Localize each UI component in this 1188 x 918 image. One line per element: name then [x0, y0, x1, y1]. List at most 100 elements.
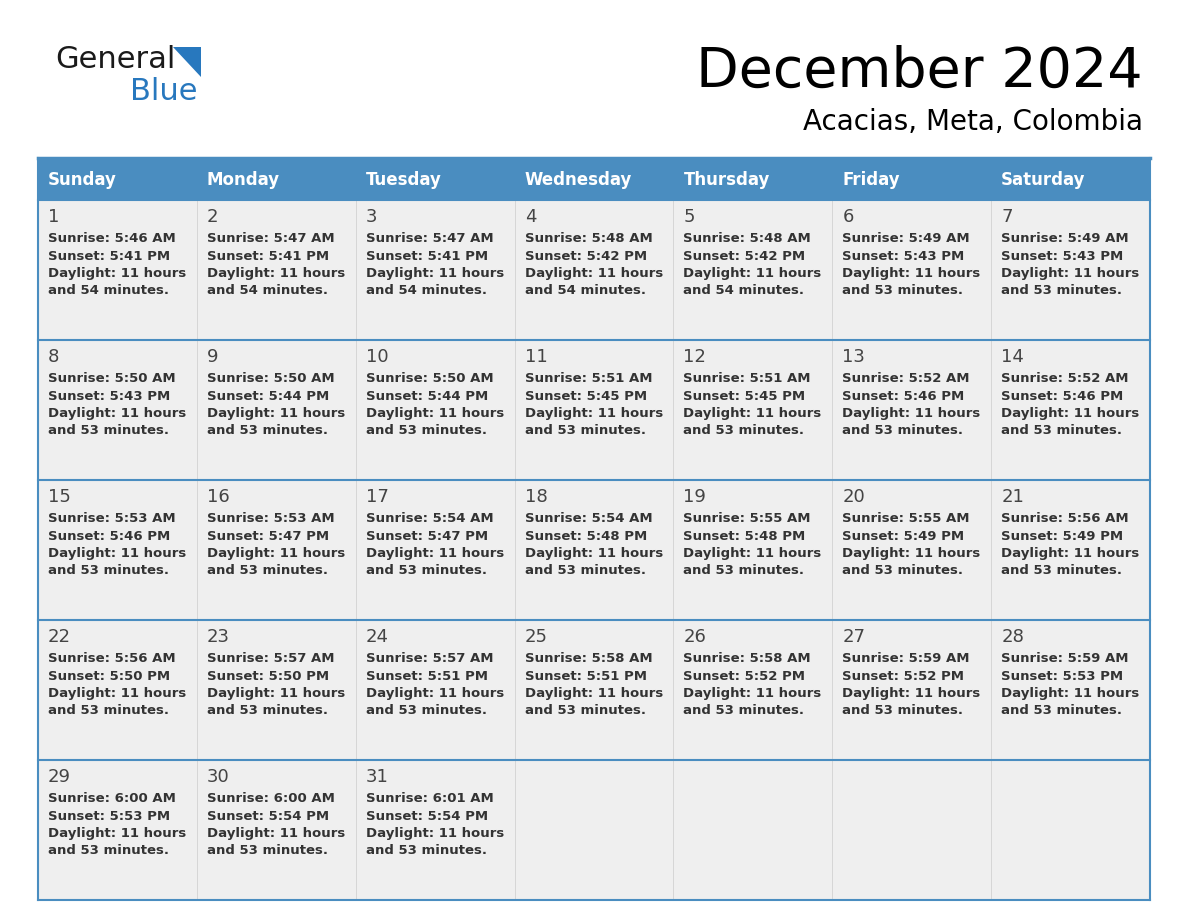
Text: Sunset: 5:52 PM: Sunset: 5:52 PM — [842, 669, 965, 682]
Text: and 53 minutes.: and 53 minutes. — [207, 565, 328, 577]
Text: Sunset: 5:48 PM: Sunset: 5:48 PM — [683, 530, 805, 543]
Text: Sunrise: 5:47 AM: Sunrise: 5:47 AM — [366, 232, 493, 245]
Text: and 53 minutes.: and 53 minutes. — [207, 704, 328, 718]
Text: Tuesday: Tuesday — [366, 171, 442, 189]
Text: Blue: Blue — [129, 77, 197, 106]
Text: and 53 minutes.: and 53 minutes. — [48, 704, 169, 718]
Text: Sunrise: 5:52 AM: Sunrise: 5:52 AM — [1001, 372, 1129, 385]
Bar — [514, 760, 674, 900]
Text: General: General — [55, 45, 176, 74]
Text: and 54 minutes.: and 54 minutes. — [207, 285, 328, 297]
Bar — [197, 620, 355, 760]
Bar — [674, 200, 833, 340]
Text: and 54 minutes.: and 54 minutes. — [525, 285, 645, 297]
Text: Sunrise: 5:54 AM: Sunrise: 5:54 AM — [525, 512, 652, 525]
Text: Sunrise: 6:00 AM: Sunrise: 6:00 AM — [207, 792, 335, 805]
Text: Sunrise: 5:51 AM: Sunrise: 5:51 AM — [683, 372, 811, 385]
Text: 12: 12 — [683, 348, 707, 366]
Text: Sunrise: 5:58 AM: Sunrise: 5:58 AM — [683, 652, 811, 665]
Text: Daylight: 11 hours: Daylight: 11 hours — [207, 827, 345, 840]
Text: Daylight: 11 hours: Daylight: 11 hours — [366, 827, 504, 840]
Text: Sunset: 5:51 PM: Sunset: 5:51 PM — [366, 669, 488, 682]
Text: Sunset: 5:46 PM: Sunset: 5:46 PM — [48, 530, 170, 543]
Text: Daylight: 11 hours: Daylight: 11 hours — [683, 547, 822, 560]
Text: 26: 26 — [683, 628, 707, 646]
Bar — [833, 158, 991, 200]
Text: Sunrise: 5:57 AM: Sunrise: 5:57 AM — [207, 652, 334, 665]
Text: 5: 5 — [683, 208, 695, 226]
Bar — [674, 480, 833, 620]
Text: Sunset: 5:47 PM: Sunset: 5:47 PM — [366, 530, 488, 543]
Text: Sunset: 5:43 PM: Sunset: 5:43 PM — [1001, 250, 1124, 263]
Text: Sunset: 5:41 PM: Sunset: 5:41 PM — [366, 250, 488, 263]
Text: Sunrise: 5:55 AM: Sunrise: 5:55 AM — [842, 512, 969, 525]
Bar — [514, 480, 674, 620]
Text: Sunset: 5:54 PM: Sunset: 5:54 PM — [207, 810, 329, 823]
Text: Sunset: 5:46 PM: Sunset: 5:46 PM — [842, 389, 965, 402]
Text: Sunrise: 5:58 AM: Sunrise: 5:58 AM — [525, 652, 652, 665]
Text: Sunset: 5:42 PM: Sunset: 5:42 PM — [525, 250, 646, 263]
Text: and 53 minutes.: and 53 minutes. — [683, 565, 804, 577]
Text: Daylight: 11 hours: Daylight: 11 hours — [48, 267, 187, 280]
Bar — [833, 620, 991, 760]
Text: Sunset: 5:44 PM: Sunset: 5:44 PM — [207, 389, 329, 402]
Text: 18: 18 — [525, 488, 548, 506]
Text: and 54 minutes.: and 54 minutes. — [683, 285, 804, 297]
Text: Sunrise: 5:52 AM: Sunrise: 5:52 AM — [842, 372, 969, 385]
Bar — [197, 158, 355, 200]
Text: Monday: Monday — [207, 171, 280, 189]
Text: Daylight: 11 hours: Daylight: 11 hours — [525, 407, 663, 420]
Bar — [355, 760, 514, 900]
Text: 15: 15 — [48, 488, 71, 506]
Text: Sunset: 5:47 PM: Sunset: 5:47 PM — [207, 530, 329, 543]
Text: Sunrise: 5:53 AM: Sunrise: 5:53 AM — [48, 512, 176, 525]
Text: 8: 8 — [48, 348, 59, 366]
Text: Daylight: 11 hours: Daylight: 11 hours — [525, 547, 663, 560]
Bar — [833, 200, 991, 340]
Text: Sunrise: 5:49 AM: Sunrise: 5:49 AM — [842, 232, 969, 245]
Text: Daylight: 11 hours: Daylight: 11 hours — [842, 687, 980, 700]
Text: and 53 minutes.: and 53 minutes. — [842, 285, 963, 297]
Text: and 53 minutes.: and 53 minutes. — [525, 704, 645, 718]
Text: Daylight: 11 hours: Daylight: 11 hours — [683, 687, 822, 700]
Text: Sunset: 5:46 PM: Sunset: 5:46 PM — [1001, 389, 1124, 402]
Text: 28: 28 — [1001, 628, 1024, 646]
Bar — [38, 200, 197, 340]
Polygon shape — [173, 47, 201, 77]
Text: 14: 14 — [1001, 348, 1024, 366]
Text: 23: 23 — [207, 628, 229, 646]
Text: 17: 17 — [366, 488, 388, 506]
Bar — [514, 200, 674, 340]
Text: Sunset: 5:45 PM: Sunset: 5:45 PM — [525, 389, 646, 402]
Bar — [197, 480, 355, 620]
Bar — [833, 760, 991, 900]
Text: 1: 1 — [48, 208, 59, 226]
Text: Daylight: 11 hours: Daylight: 11 hours — [207, 407, 345, 420]
Text: and 53 minutes.: and 53 minutes. — [207, 845, 328, 857]
Text: and 53 minutes.: and 53 minutes. — [683, 424, 804, 438]
Text: 27: 27 — [842, 628, 865, 646]
Text: Acacias, Meta, Colombia: Acacias, Meta, Colombia — [803, 108, 1143, 136]
Bar — [355, 620, 514, 760]
Text: 13: 13 — [842, 348, 865, 366]
Text: Daylight: 11 hours: Daylight: 11 hours — [366, 687, 504, 700]
Text: Daylight: 11 hours: Daylight: 11 hours — [1001, 547, 1139, 560]
Text: 4: 4 — [525, 208, 536, 226]
Text: Sunrise: 5:50 AM: Sunrise: 5:50 AM — [366, 372, 493, 385]
Text: and 53 minutes.: and 53 minutes. — [1001, 424, 1123, 438]
Bar — [991, 480, 1150, 620]
Text: Daylight: 11 hours: Daylight: 11 hours — [48, 547, 187, 560]
Text: 10: 10 — [366, 348, 388, 366]
Text: Sunset: 5:50 PM: Sunset: 5:50 PM — [207, 669, 329, 682]
Bar — [991, 340, 1150, 480]
Text: and 53 minutes.: and 53 minutes. — [525, 565, 645, 577]
Text: Friday: Friday — [842, 171, 901, 189]
Bar — [514, 158, 674, 200]
Text: 9: 9 — [207, 348, 219, 366]
Text: Daylight: 11 hours: Daylight: 11 hours — [842, 267, 980, 280]
Text: Sunrise: 5:59 AM: Sunrise: 5:59 AM — [842, 652, 969, 665]
Text: and 53 minutes.: and 53 minutes. — [842, 704, 963, 718]
Text: 3: 3 — [366, 208, 378, 226]
Text: Daylight: 11 hours: Daylight: 11 hours — [207, 687, 345, 700]
Text: Sunrise: 5:59 AM: Sunrise: 5:59 AM — [1001, 652, 1129, 665]
